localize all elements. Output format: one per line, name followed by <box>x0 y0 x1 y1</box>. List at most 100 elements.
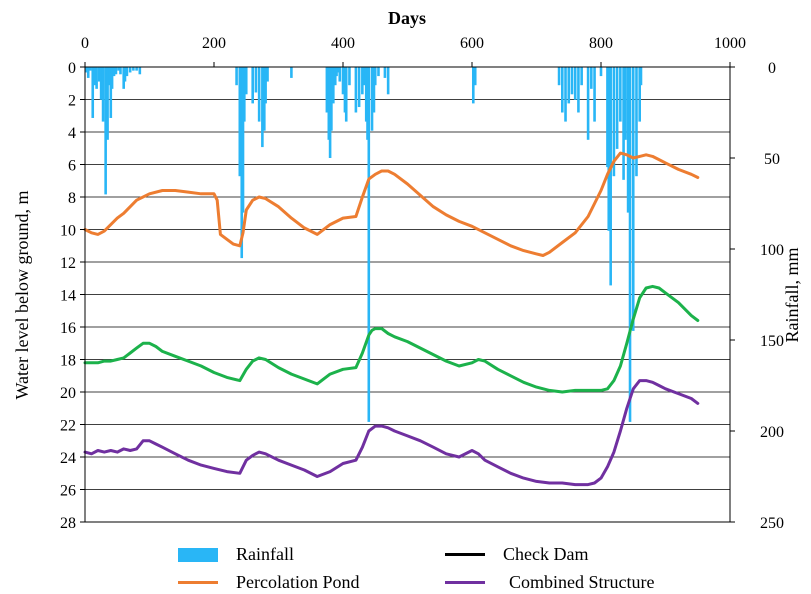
rainfall-bar <box>244 67 248 95</box>
rainfall-bar <box>593 67 596 122</box>
rainfall-bar <box>635 67 638 177</box>
rainfall-bar <box>257 67 261 122</box>
rainfall-bar <box>386 67 390 95</box>
rainfall-bar <box>622 67 625 180</box>
y-tick-label: 16 <box>60 320 76 337</box>
rainfall-bar <box>101 67 105 122</box>
y2-tick-label: 200 <box>760 424 784 441</box>
rainfall-bar <box>104 67 107 195</box>
rainfall-bar <box>114 67 118 75</box>
rainfall-bar <box>367 67 371 422</box>
rainfall-bar <box>557 67 561 86</box>
legend-item-combined-structure: Combined Structure <box>445 572 654 593</box>
rainfall-bar <box>377 67 380 77</box>
rainfall-bars <box>84 67 643 422</box>
y2-axis-title: Rainfall, mm <box>782 248 802 343</box>
rainfall-bar <box>341 67 345 95</box>
rainfall-bar <box>123 67 127 82</box>
rainfall-bar <box>590 67 593 89</box>
rainfall-bar <box>639 67 643 86</box>
combined-structure-line <box>83 379 700 487</box>
legend-swatch-check-dam <box>445 553 485 556</box>
rainfall-bar <box>567 67 571 104</box>
legend: Rainfall Check Dam Percolation Pond Comb… <box>0 530 811 594</box>
rainfall-bar <box>254 67 258 93</box>
y-tick-label: 28 <box>60 515 76 532</box>
y2-tick-label: 150 <box>760 333 784 350</box>
rainfall-bar <box>607 67 611 231</box>
y2-ticks: 0 50 100 150 200 250 <box>730 60 784 532</box>
rainfall-bar <box>357 67 361 108</box>
y-tick-label: 20 <box>60 385 76 402</box>
rainfall-bar <box>580 67 583 86</box>
rainfall-bar <box>615 67 619 149</box>
y-tick-label: 0 <box>68 60 76 77</box>
percolation-pond-line <box>83 151 700 257</box>
rainfall-bar <box>266 67 269 82</box>
y-tick-label: 22 <box>60 418 76 435</box>
rainfall-bar <box>264 67 267 104</box>
y2-tick-label: 100 <box>760 242 784 259</box>
rainfall-bar <box>561 67 564 113</box>
rainfall-bar <box>106 67 109 140</box>
rainfall-bar <box>235 67 238 86</box>
rainfall-bar <box>335 67 338 77</box>
legend-item-check-dam: Check Dam <box>445 544 588 565</box>
rainfall-bar <box>88 67 92 71</box>
rainfall-bar <box>383 67 387 78</box>
rainfall-bar <box>138 67 142 75</box>
gridlines <box>85 99 730 490</box>
rainfall-bar <box>338 67 342 82</box>
rainfall-bar <box>95 67 98 89</box>
rainfall-bar <box>473 67 477 86</box>
rainfall-bar <box>332 67 335 104</box>
legend-item-rainfall: Rainfall <box>178 544 294 565</box>
y-tick-label: 18 <box>60 353 76 370</box>
y-tick-label: 12 <box>60 255 76 272</box>
rainfall-bar <box>573 67 577 100</box>
rainfall-bar <box>362 67 366 86</box>
rainfall-bar <box>93 67 96 86</box>
rainfall-bar <box>125 67 129 77</box>
rainfall-bar <box>241 67 245 213</box>
rainfall-bar <box>361 67 364 95</box>
y-tick-label: 8 <box>68 190 76 207</box>
legend-label-rainfall: Rainfall <box>236 544 294 564</box>
rainfall-bar <box>344 67 348 122</box>
rainfall-bar <box>370 67 374 131</box>
x-tick-label: 0 <box>81 35 89 52</box>
check-dam-line <box>83 284 700 394</box>
y-tick-label: 14 <box>60 288 76 305</box>
legend-item-percolation-pond: Percolation Pond <box>178 572 360 593</box>
y2-tick-label: 250 <box>760 515 784 532</box>
x-tick-label: 800 <box>589 35 613 52</box>
y-tick-label: 10 <box>60 223 76 240</box>
rainfall-bar <box>110 67 114 89</box>
x-tick-label: 600 <box>460 35 484 52</box>
rainfall-bar <box>609 67 612 286</box>
y-tick-label: 6 <box>68 158 76 175</box>
rainfall-bar <box>373 67 377 86</box>
rainfall-bar <box>128 67 132 73</box>
legend-label-check-dam: Check Dam <box>503 544 589 564</box>
y-axis-title: Water level below ground, m <box>12 191 32 400</box>
rainfall-bar <box>109 67 113 118</box>
rainfall-bar <box>261 67 264 148</box>
y2-tick-label: 0 <box>768 60 776 77</box>
y2-tick-label: 50 <box>764 151 780 168</box>
rainfall-bar <box>638 67 641 122</box>
rainfall-bar <box>586 67 590 140</box>
rainfall-bar <box>243 67 246 122</box>
legend-label-combined-structure: Combined Structure <box>509 572 655 592</box>
x-ticks: 0 200 400 600 800 1000 <box>81 35 746 67</box>
rainfall-bar <box>599 67 603 77</box>
legend-swatch-combined-structure <box>445 581 485 584</box>
rainfall-bar <box>132 67 135 71</box>
rainfall-bar <box>119 67 122 75</box>
x-axis-title: Days <box>388 8 426 28</box>
rainfall-bar <box>570 67 574 95</box>
rainfall-bar <box>577 67 580 113</box>
